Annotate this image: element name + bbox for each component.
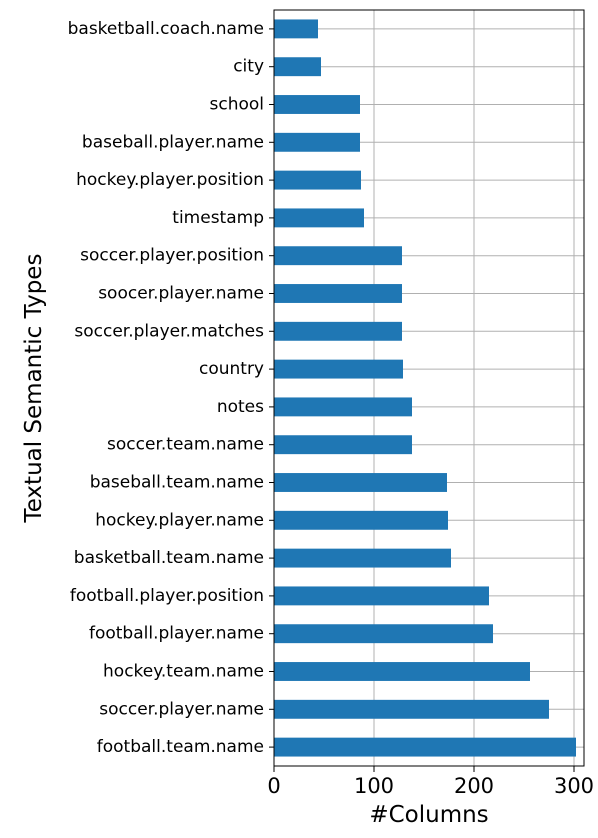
y-tick-label-11: soccer.player.matches [74,321,264,341]
bar-9 [274,397,412,417]
x-tick-labels: 0 100 200 300 [267,766,594,798]
y-tick-label-19: basketball.coach.name [68,19,264,39]
y-axis-label: Textual Semantic Types [21,254,47,524]
y-tick-label-2: hockey.team.name [103,662,264,682]
y-tick-label-0: football.team.name [97,737,264,757]
bar-19 [274,19,318,39]
bar-2 [274,662,530,681]
y-tick-label-12: soocer.player.name [98,284,264,304]
y-tick-label-9: notes [217,397,264,417]
bar-13 [274,246,402,266]
x-tick-label-2: 200 [454,774,494,798]
y-tick-label-8: soccer.team.name [107,435,264,455]
bar-18 [274,57,321,77]
bar-17 [274,95,360,114]
y-tick-label-18: city [233,57,264,77]
bar-1 [274,699,549,719]
bar-4 [274,586,489,606]
y-tick-label-1: soccer.player.name [99,699,264,719]
bar-7 [274,473,447,492]
bar-16 [274,132,360,152]
grid-lines [273,10,584,766]
bar-10 [274,359,403,379]
bar-0 [274,737,576,757]
bars [274,19,576,757]
y-tick-labels: football.team.name soccer.player.name hock… [68,19,274,757]
x-axis-label: #Columns [369,802,488,828]
bar-15 [274,170,361,190]
x-tick-label-3: 300 [554,774,594,798]
y-tick-label-15: hockey.player.position [76,170,264,190]
x-tick-label-0: 0 [267,774,280,798]
y-tick-label-6: hockey.player.name [95,510,264,530]
y-tick-label-4: football.player.position [70,586,264,606]
bar-6 [274,510,448,530]
y-tick-label-14: timestamp [172,208,264,228]
y-tick-label-16: baseball.player.name [82,132,264,152]
y-tick-label-10: country [199,359,264,379]
bar-3 [274,624,493,644]
bar-12 [274,284,402,303]
bar-14 [274,208,364,228]
y-tick-label-5: basketball.team.name [74,548,264,568]
bar-8 [274,435,412,455]
bar-11 [274,321,402,341]
y-tick-label-17: school [209,95,264,115]
bar-5 [274,548,451,568]
x-tick-label-1: 100 [354,774,394,798]
y-tick-label-3: football.player.name [89,624,264,644]
y-tick-label-7: baseball.team.name [90,473,264,493]
plot-frame [273,9,585,767]
y-tick-label-13: soccer.player.position [80,246,264,266]
